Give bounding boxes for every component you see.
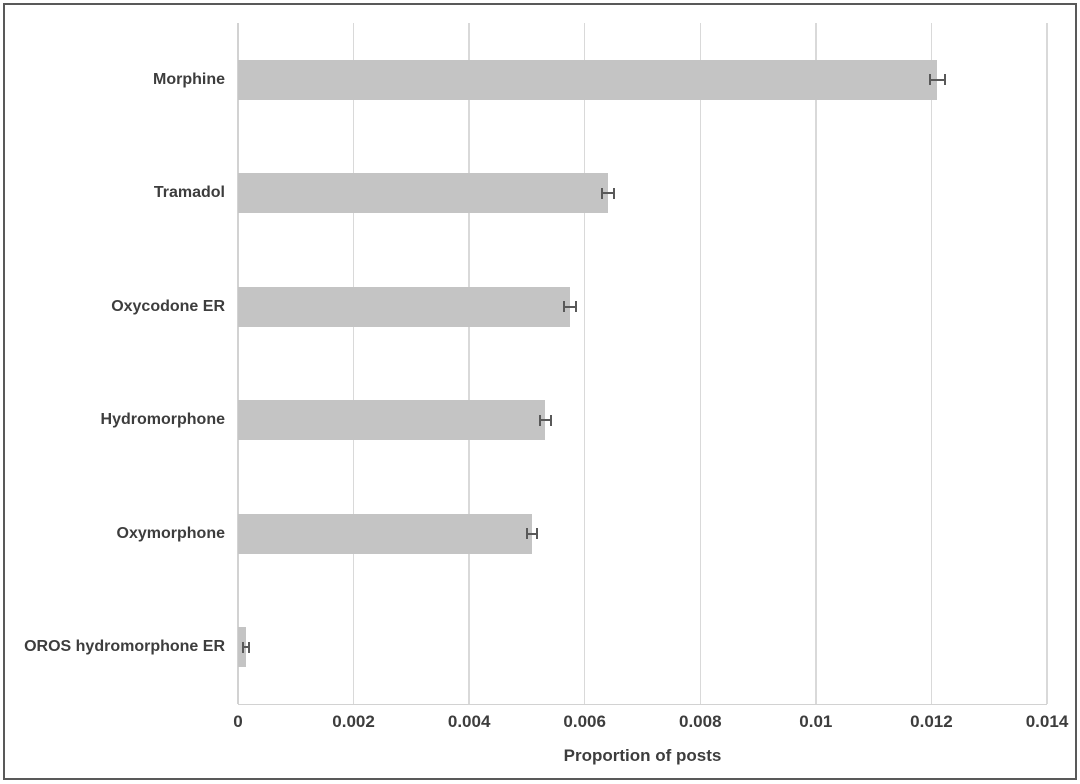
- y-axis-line: [237, 23, 239, 704]
- category-label: OROS hydromorphone ER: [24, 638, 225, 656]
- plot-area: [237, 23, 1048, 705]
- error-bar-cap: [563, 301, 566, 313]
- error-bar: [602, 192, 614, 195]
- x-tick-label: 0.012: [910, 712, 953, 731]
- gridline: [815, 23, 817, 704]
- bar: [238, 59, 938, 100]
- error-bar-cap: [601, 187, 604, 199]
- bar: [238, 173, 608, 214]
- error-bar-cap: [943, 74, 946, 86]
- error-bar-cap: [612, 187, 615, 199]
- bar: [238, 627, 247, 668]
- gridline: [352, 23, 355, 704]
- error-bar: [564, 305, 577, 308]
- error-bar: [540, 419, 551, 422]
- figure-border: Morphine Tramadol Oxycodone ER Hydromorphon…: [3, 3, 1077, 780]
- error-bar-cap: [525, 528, 528, 540]
- category-label: Morphine: [153, 70, 225, 88]
- category-label: Tramadol: [153, 184, 225, 202]
- gridline: [468, 23, 470, 704]
- x-axis-title: Proportion of posts: [563, 746, 722, 765]
- error-bar: [929, 78, 945, 81]
- x-tick-label: 0.01: [799, 712, 833, 731]
- bar: [238, 513, 533, 554]
- error-bar-cap: [536, 528, 539, 540]
- error-bar-cap: [575, 301, 578, 313]
- error-bar-cap: [549, 414, 552, 426]
- category-label: Hydromorphone: [100, 411, 225, 429]
- gridline: [930, 23, 933, 704]
- gridline: [1046, 23, 1048, 704]
- error-bar-cap: [242, 641, 245, 653]
- bar-chart: Morphine Tramadol Oxycodone ER Hydromorphon…: [5, 5, 1075, 778]
- bar: [238, 400, 546, 441]
- x-tick-label: 0.002: [332, 712, 375, 731]
- category-label: Oxymorphone: [116, 524, 225, 542]
- error-bar-cap: [928, 74, 931, 86]
- x-tick-label: 0: [233, 712, 243, 731]
- gridline: [584, 23, 586, 704]
- x-tick-label: 0.008: [679, 712, 722, 731]
- x-tick-label: 0.014: [1025, 712, 1069, 731]
- error-bar: [526, 532, 538, 535]
- x-tick-label: 0.006: [563, 712, 606, 731]
- category-label: Oxycodone ER: [111, 297, 225, 315]
- error-bar-cap: [539, 414, 542, 426]
- bar: [238, 286, 571, 327]
- error-bar-cap: [247, 641, 250, 653]
- error-bar: [243, 646, 249, 649]
- x-tick-label: 0.004: [447, 712, 491, 731]
- gridline: [699, 23, 701, 704]
